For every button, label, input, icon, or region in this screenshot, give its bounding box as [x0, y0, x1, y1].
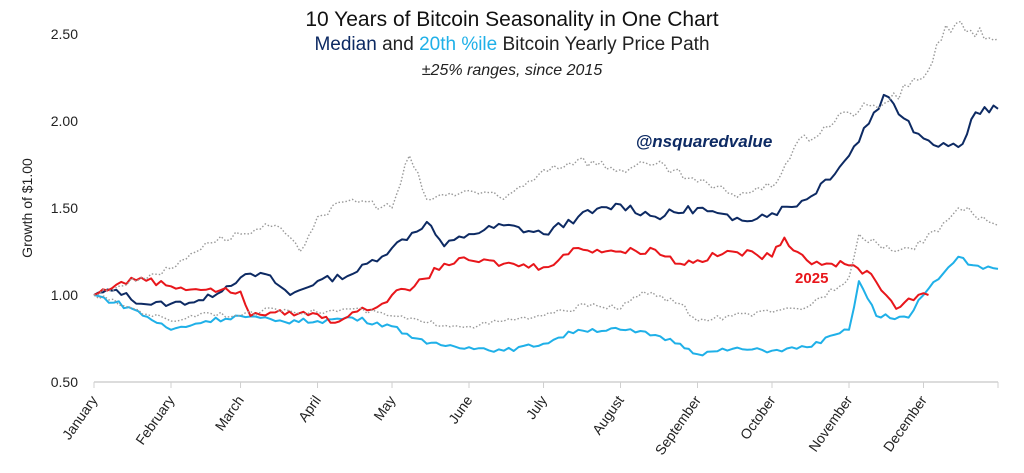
- x-tick-label: June: [445, 392, 476, 426]
- y-tick-label: 2.00: [51, 113, 78, 129]
- series-annotation-2025: 2025: [795, 270, 828, 287]
- subtitle-median: Median: [314, 34, 377, 55]
- x-tick-label: October: [737, 392, 779, 442]
- chart-subtitle: Median and 20th %ile Bitcoin Yearly Pric…: [0, 34, 1024, 56]
- x-tick-label: May: [370, 393, 398, 424]
- x-tick-label: January: [59, 393, 101, 443]
- chart-title: 10 Years of Bitcoin Seasonality in One C…: [305, 8, 719, 31]
- x-tick-label: February: [132, 393, 177, 448]
- y-tick-label: 1.00: [51, 287, 78, 303]
- series-line-2025: [93, 236, 929, 324]
- x-tick-label: December: [880, 392, 930, 454]
- x-tick-label: April: [295, 393, 324, 425]
- x-tick-label: November: [805, 392, 855, 454]
- subtitle-and: and: [376, 34, 420, 55]
- x-tick-label: September: [652, 392, 705, 458]
- series-line-20th-ile: [93, 255, 999, 357]
- subtitle-rest: Bitcoin Yearly Price Path: [497, 34, 710, 55]
- x-tick-label: July: [523, 393, 550, 423]
- series-line-median: [93, 93, 999, 307]
- series-line--25-range: [93, 206, 999, 329]
- y-tick-label: 2.50: [51, 26, 78, 42]
- watermark-label: @nsquaredvalue: [636, 132, 773, 151]
- y-tick-label: 0.50: [51, 374, 78, 390]
- y-tick-label: 1.50: [51, 200, 78, 216]
- x-tick-label: March: [212, 393, 247, 434]
- series-line--25-range: [93, 20, 999, 296]
- y-axis-label: Growth of $1.00: [19, 158, 35, 258]
- chart-note: ±25% ranges, since 2015: [421, 62, 603, 79]
- subtitle-20th: 20th %ile: [419, 34, 498, 55]
- x-tick-label: August: [589, 392, 627, 437]
